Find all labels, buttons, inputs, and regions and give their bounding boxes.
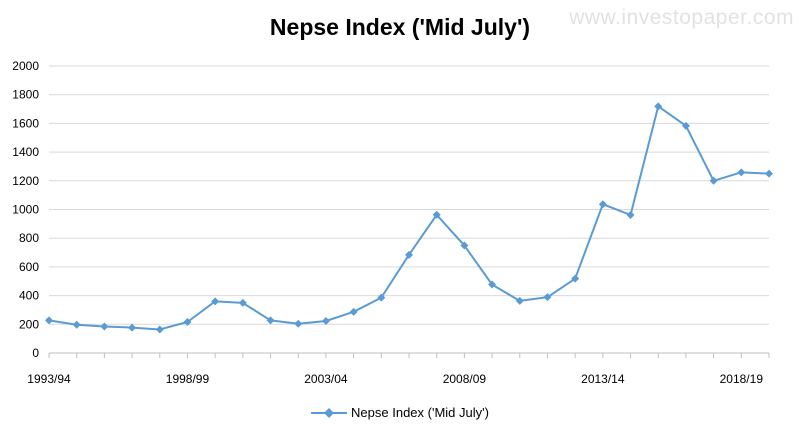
data-point: [515, 296, 524, 305]
data-point: [377, 293, 386, 302]
y-tick-label: 600: [19, 260, 39, 274]
data-point: [488, 280, 497, 289]
data-point: [598, 200, 607, 209]
x-tick-label: 2008/09: [443, 372, 487, 386]
data-point: [765, 169, 773, 178]
y-tick-label: 2000: [12, 59, 39, 73]
data-point: [654, 102, 663, 111]
data-point: [72, 320, 81, 329]
data-point: [737, 168, 746, 177]
data-point: [100, 322, 109, 331]
watermark: www.investopaper.com: [569, 6, 794, 29]
data-point: [294, 319, 303, 328]
data-point: [681, 121, 690, 130]
data-point: [128, 323, 137, 332]
data-point: [321, 316, 330, 325]
data-point: [543, 293, 552, 302]
x-tick-label: 2003/04: [304, 372, 348, 386]
x-tick-label: 1998/99: [166, 372, 210, 386]
y-tick-label: 800: [19, 231, 39, 245]
data-point: [349, 307, 358, 316]
x-tick-label: 1993/94: [27, 372, 71, 386]
data-point: [211, 297, 220, 306]
y-tick-label: 1600: [12, 116, 39, 130]
y-tick-label: 200: [19, 317, 39, 331]
legend: Nepse Index ('Mid July'): [0, 405, 800, 420]
data-point: [571, 274, 580, 283]
data-point: [709, 176, 718, 185]
y-tick-label: 1200: [12, 174, 39, 188]
data-point: [155, 325, 164, 334]
data-point: [460, 241, 469, 250]
y-tick-label: 1800: [12, 88, 39, 102]
x-tick-label: 2013/14: [581, 372, 625, 386]
data-point: [45, 316, 53, 325]
data-point: [266, 316, 275, 325]
data-point: [405, 250, 413, 259]
y-tick-label: 0: [32, 346, 39, 360]
legend-swatch: [311, 407, 348, 418]
chart-title: Nepse Index ('Mid July'): [269, 14, 531, 40]
y-tick-label: 1000: [12, 203, 39, 217]
data-point: [432, 210, 441, 219]
data-point: [183, 318, 192, 327]
x-tick-label: 2018/19: [720, 372, 764, 386]
data-point: [238, 298, 247, 307]
y-tick-label: 1400: [12, 145, 39, 159]
data-point: [626, 210, 635, 219]
legend-label: Nepse Index ('Mid July'): [351, 405, 489, 420]
y-tick-label: 400: [19, 289, 39, 303]
